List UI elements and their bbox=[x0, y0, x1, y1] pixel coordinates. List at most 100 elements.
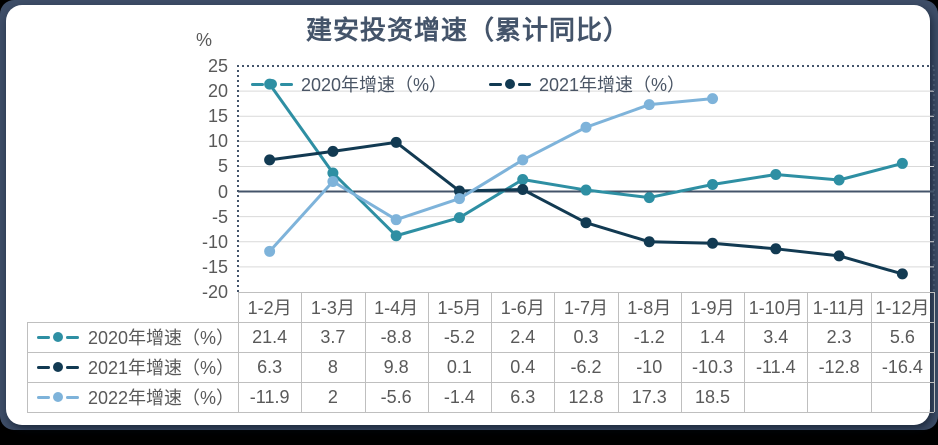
plot-area-border bbox=[237, 65, 935, 292]
table-month-header: 1-8月 bbox=[627, 298, 672, 318]
table-series-name: 2021年增速（%） bbox=[88, 358, 235, 378]
table-cell: 18.5 bbox=[695, 386, 731, 407]
data-point-marker bbox=[580, 184, 592, 196]
table-border bbox=[617, 292, 619, 412]
table-cell: 2.4 bbox=[510, 326, 536, 347]
data-point-marker bbox=[580, 121, 592, 133]
data-point-marker bbox=[453, 193, 465, 205]
table-month-header: 1-4月 bbox=[374, 298, 419, 318]
y-tick-label: 15 bbox=[207, 106, 228, 127]
table-series-name-cell: 2022年增速（%） bbox=[27, 382, 238, 412]
table-cell: 1.4 bbox=[700, 326, 726, 347]
table-cell bbox=[744, 382, 807, 412]
legend-key-shape bbox=[37, 395, 50, 399]
data-point-marker bbox=[390, 214, 402, 226]
series-line-2 bbox=[268, 97, 715, 253]
y-tick-label: -15 bbox=[201, 256, 228, 277]
data-point-marker bbox=[580, 217, 592, 229]
table-cell: -5.6 bbox=[380, 386, 412, 407]
table-cell: -11.9 bbox=[249, 386, 290, 407]
legend-key-shape bbox=[279, 82, 293, 86]
legend-key-shape bbox=[53, 392, 63, 402]
y-tick-label: 0 bbox=[217, 181, 228, 202]
table-series-name: 2020年增速（%） bbox=[88, 328, 235, 348]
y-tick-label: 25 bbox=[207, 56, 228, 76]
legend-entry-label: 2021年增速（%） bbox=[539, 75, 686, 95]
legend-key-icon bbox=[250, 79, 293, 90]
table-border bbox=[427, 292, 429, 412]
data-point-marker bbox=[643, 99, 655, 111]
series-line-1 bbox=[268, 140, 904, 276]
table-month-header: 1-7月 bbox=[563, 298, 608, 318]
legend-key-icon bbox=[37, 332, 79, 343]
data-point-marker bbox=[327, 145, 339, 157]
table-month-header: 1-6月 bbox=[500, 298, 545, 318]
table-cell: 3.4 bbox=[763, 326, 789, 347]
table-border bbox=[27, 412, 934, 413]
data-point-marker bbox=[833, 174, 845, 186]
table-cell: 2 bbox=[327, 386, 338, 407]
legend-key-shape bbox=[489, 82, 502, 86]
data-point-marker bbox=[453, 185, 465, 197]
data-point-marker bbox=[517, 154, 529, 166]
table-cell: 5.6 bbox=[889, 326, 915, 347]
table-border bbox=[238, 292, 239, 412]
table-cell: 0.1 bbox=[446, 356, 472, 377]
table-cell bbox=[807, 382, 870, 412]
table-border bbox=[807, 292, 809, 412]
chart-title: 建安投资增速（累计同比） bbox=[305, 15, 630, 45]
table-cell: -11.4 bbox=[755, 356, 796, 377]
table-cell: 2.3 bbox=[826, 326, 852, 347]
table-cell: -16.4 bbox=[881, 356, 923, 377]
table-cell bbox=[871, 382, 934, 412]
table-cell: -6.2 bbox=[570, 356, 602, 377]
table-month-header: 1-5月 bbox=[437, 298, 482, 318]
data-point-marker bbox=[264, 154, 276, 166]
table-month-header: 1-3月 bbox=[310, 298, 355, 318]
table-cell: -1.2 bbox=[633, 326, 665, 347]
legend-key-shape bbox=[53, 362, 63, 372]
table-cell: 8 bbox=[327, 356, 338, 377]
table-border bbox=[364, 292, 366, 412]
chart-legend: 2020年增速（%） 2021年增速（%） bbox=[6, 71, 930, 97]
table-border bbox=[27, 322, 934, 323]
legend-key-shape bbox=[53, 332, 63, 342]
table-border bbox=[934, 292, 935, 412]
data-point-marker bbox=[453, 212, 465, 224]
data-point-marker bbox=[517, 174, 529, 186]
table-cell: 0.4 bbox=[510, 356, 536, 377]
legend-key-icon bbox=[37, 362, 79, 373]
chart-card bbox=[6, 5, 930, 425]
table-border bbox=[870, 292, 872, 412]
table-border bbox=[27, 382, 934, 383]
data-point-marker bbox=[770, 243, 782, 255]
y-tick-label: -20 bbox=[201, 282, 228, 302]
table-cell: 17.3 bbox=[631, 386, 667, 407]
data-point-marker bbox=[707, 179, 719, 191]
table-cell: 9.8 bbox=[383, 356, 409, 377]
table-cell: -12.8 bbox=[818, 356, 860, 377]
table-border bbox=[301, 292, 303, 412]
table-cell: 6.3 bbox=[510, 386, 536, 407]
table-cell: -1.4 bbox=[443, 386, 475, 407]
data-point-marker bbox=[327, 167, 339, 179]
table-border bbox=[491, 292, 493, 412]
table-border bbox=[744, 292, 746, 412]
table-month-header: 1-2月 bbox=[247, 298, 292, 318]
table-cell: -10 bbox=[636, 356, 663, 377]
data-point-marker bbox=[327, 176, 339, 188]
table-cell: -8.8 bbox=[380, 326, 412, 347]
y-tick-label: -10 bbox=[201, 231, 228, 252]
legend-key-shape bbox=[37, 335, 50, 339]
legend-key-shape bbox=[505, 79, 515, 89]
legend-key-shape bbox=[37, 365, 50, 369]
legend-key-shape bbox=[66, 395, 79, 399]
table-month-header: 1-11月 bbox=[812, 298, 866, 318]
legend-key-shape bbox=[518, 82, 531, 86]
data-point-marker bbox=[707, 93, 719, 105]
table-month-header: 1-9月 bbox=[690, 298, 735, 318]
legend-key-icon bbox=[37, 392, 79, 403]
table-border bbox=[27, 352, 934, 353]
